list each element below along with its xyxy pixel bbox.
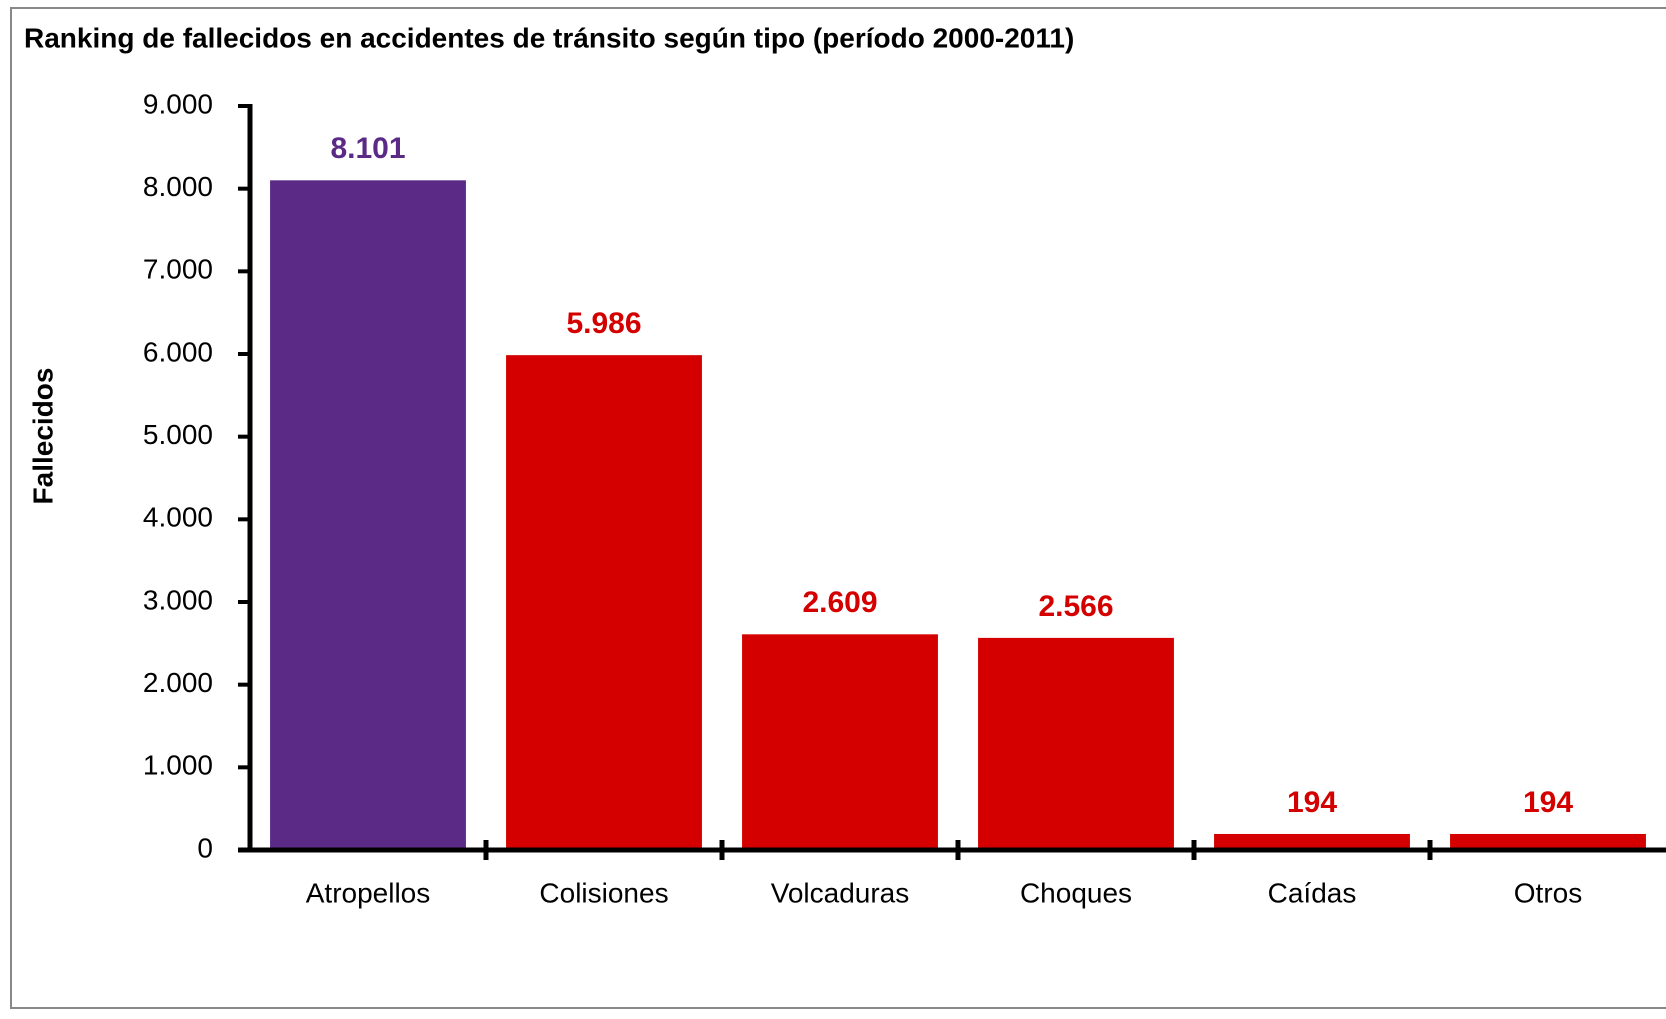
value-label: 2.566	[1038, 590, 1113, 623]
y-tick-label: 0	[197, 832, 213, 863]
value-label: 5.986	[566, 307, 641, 340]
y-tick-label: 3.000	[143, 584, 213, 615]
y-axis-label: Fallecidos	[27, 368, 58, 505]
y-tick-label: 2.000	[143, 667, 213, 698]
x-tick-label: Choques	[1020, 877, 1132, 908]
value-label: 8.101	[330, 132, 405, 165]
y-tick-label: 8.000	[143, 171, 213, 202]
bar	[978, 637, 1174, 850]
y-tick-label: 9.000	[143, 88, 213, 119]
y-tick-label: 1.000	[143, 750, 213, 781]
bar	[742, 634, 938, 850]
x-tick-label: Volcaduras	[771, 877, 910, 908]
x-tick-label: Otros	[1514, 877, 1582, 908]
y-tick-label: 4.000	[143, 502, 213, 533]
y-tick-label: 6.000	[143, 336, 213, 367]
value-label: 194	[1287, 786, 1337, 819]
y-tick-label: 7.000	[143, 254, 213, 285]
bar	[1214, 833, 1410, 850]
bar	[506, 355, 702, 850]
value-label: 194	[1523, 786, 1573, 819]
x-tick-label: Atropellos	[306, 877, 431, 908]
x-tick-label: Colisiones	[539, 877, 668, 908]
bar	[1450, 833, 1646, 850]
x-tick-label: Caídas	[1268, 877, 1357, 908]
chart-title: Ranking de fallecidos en accidentes de t…	[24, 22, 1074, 53]
value-label: 2.609	[802, 586, 877, 619]
y-tick-label: 5.000	[143, 419, 213, 450]
chart-border	[10, 7, 1666, 1009]
bar	[270, 180, 466, 851]
